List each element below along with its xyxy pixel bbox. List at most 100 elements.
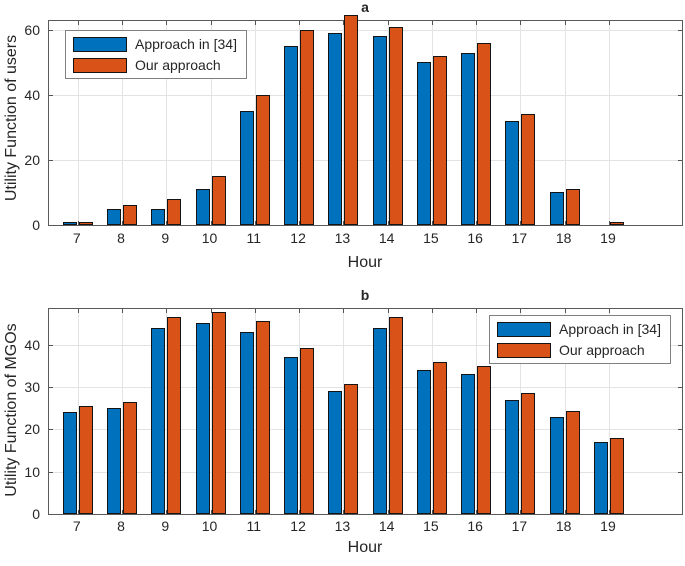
legend-swatch-blue: [497, 321, 551, 337]
gridline: [166, 21, 168, 225]
legend-row: Our approach: [497, 342, 661, 358]
bar-approach34-hour-11: [239, 331, 254, 514]
x-tick-mark: [122, 221, 124, 225]
x-tick-mark: [431, 221, 433, 225]
x-tick-mark: [520, 21, 522, 25]
x-tick-mark: [387, 309, 389, 313]
x-tick-mark: [210, 221, 212, 225]
gridline: [387, 309, 389, 514]
y-tick-label: 0: [32, 506, 40, 522]
y-tick-mark: [49, 94, 53, 96]
x-tick-label: 18: [555, 518, 572, 534]
bar-approach34-hour-9: [151, 208, 166, 225]
bar-our-approach-hour-11: [255, 94, 270, 225]
x-axis-label-a: Hour: [347, 254, 383, 271]
x-tick-label: 15: [423, 518, 439, 534]
x-tick-mark: [166, 21, 168, 25]
x-tick-label: 18: [555, 230, 572, 246]
y-tick-mark: [678, 429, 682, 431]
bar-our-approach-hour-13: [344, 15, 359, 225]
x-tick-label: 16: [467, 518, 483, 534]
x-tick-mark: [343, 21, 345, 25]
y-tick-label: 30: [24, 378, 40, 395]
gridline: [564, 21, 566, 225]
gridline: [49, 429, 682, 431]
x-tick-mark: [77, 21, 79, 25]
gridline: [49, 29, 682, 31]
gridline: [210, 309, 212, 514]
x-tick-mark: [299, 21, 301, 25]
y-tick-mark: [678, 29, 682, 31]
x-tick-mark: [476, 221, 478, 225]
legend-swatch-blue: [73, 36, 127, 52]
bar-approach34-hour-12: [284, 357, 299, 514]
gridline: [254, 21, 256, 225]
legend-row: Approach in [34]: [497, 321, 661, 337]
gridline: [520, 309, 522, 514]
x-tick-mark: [387, 510, 389, 514]
x-tick-mark: [122, 510, 124, 514]
legend-a: Approach in [34] Our approach: [65, 30, 247, 79]
gridline: [476, 309, 478, 514]
x-tick-label: 9: [161, 518, 170, 534]
bar-approach34-hour-17: [505, 120, 520, 225]
x-tick-label: 13: [334, 230, 351, 246]
x-tick-mark: [210, 510, 212, 514]
gridline: [254, 309, 256, 514]
bar-approach34-hour-11: [239, 111, 254, 225]
x-tick-mark: [608, 21, 610, 25]
gridline: [564, 309, 566, 514]
bar-our-approach-hour-7: [78, 406, 93, 514]
x-tick-mark: [520, 221, 522, 225]
bar-approach34-hour-13: [328, 33, 343, 225]
subplot-title-b: b: [360, 287, 370, 303]
bar-approach34-hour-13: [328, 391, 343, 514]
x-tick-label: 9: [161, 230, 170, 246]
x-tick-label: 8: [117, 230, 125, 246]
y-tick-mark: [678, 471, 682, 473]
y-tick-label: 0: [32, 217, 40, 233]
x-tick-label: 19: [600, 518, 616, 534]
x-tick-mark: [299, 510, 301, 514]
x-tick-mark: [476, 21, 478, 25]
gridline: [343, 309, 345, 514]
gridline: [122, 21, 124, 225]
x-tick-mark: [343, 309, 345, 313]
y-tick-label: 20: [24, 151, 40, 168]
x-tick-label: 15: [423, 230, 439, 246]
gridline: [476, 21, 478, 225]
y-tick-label: 20: [24, 421, 40, 438]
x-tick-mark: [299, 221, 301, 225]
legend-b: Approach in [34] Our approach: [489, 315, 671, 364]
bar-our-approach-hour-13: [344, 383, 359, 514]
bar-approach34-hour-16: [461, 374, 476, 514]
gridline: [49, 386, 682, 388]
y-tick-label: 40: [24, 336, 40, 353]
bar-approach34-hour-15: [416, 62, 431, 225]
bar-approach34-hour-7: [62, 412, 77, 514]
x-tick-label: 17: [511, 518, 528, 534]
x-tick-label: 12: [290, 518, 306, 534]
bar-approach34-hour-10: [195, 323, 210, 514]
y-tick-mark: [678, 344, 682, 346]
bar-approach34-hour-16: [461, 52, 476, 225]
legend-swatch-orange: [73, 57, 127, 73]
bar-our-approach-hour-10: [211, 312, 226, 514]
x-tick-mark: [608, 221, 610, 225]
x-tick-mark: [476, 309, 478, 313]
y-tick-label: 40: [24, 86, 40, 103]
legend-label-approach34: Approach in [34]: [135, 36, 237, 52]
bar-approach34-hour-15: [416, 370, 431, 514]
legend-row: Our approach: [73, 57, 237, 73]
y-tick-mark: [49, 386, 53, 388]
y-tick-mark: [678, 159, 682, 161]
gridline: [77, 309, 79, 514]
x-tick-mark: [520, 309, 522, 313]
y-tick-mark: [678, 386, 682, 388]
y-tick-mark: [678, 94, 682, 96]
bar-our-approach-hour-14: [388, 317, 403, 514]
bar-approach34-hour-14: [372, 327, 387, 514]
x-tick-label: 11: [246, 230, 262, 246]
gridline: [343, 21, 345, 225]
